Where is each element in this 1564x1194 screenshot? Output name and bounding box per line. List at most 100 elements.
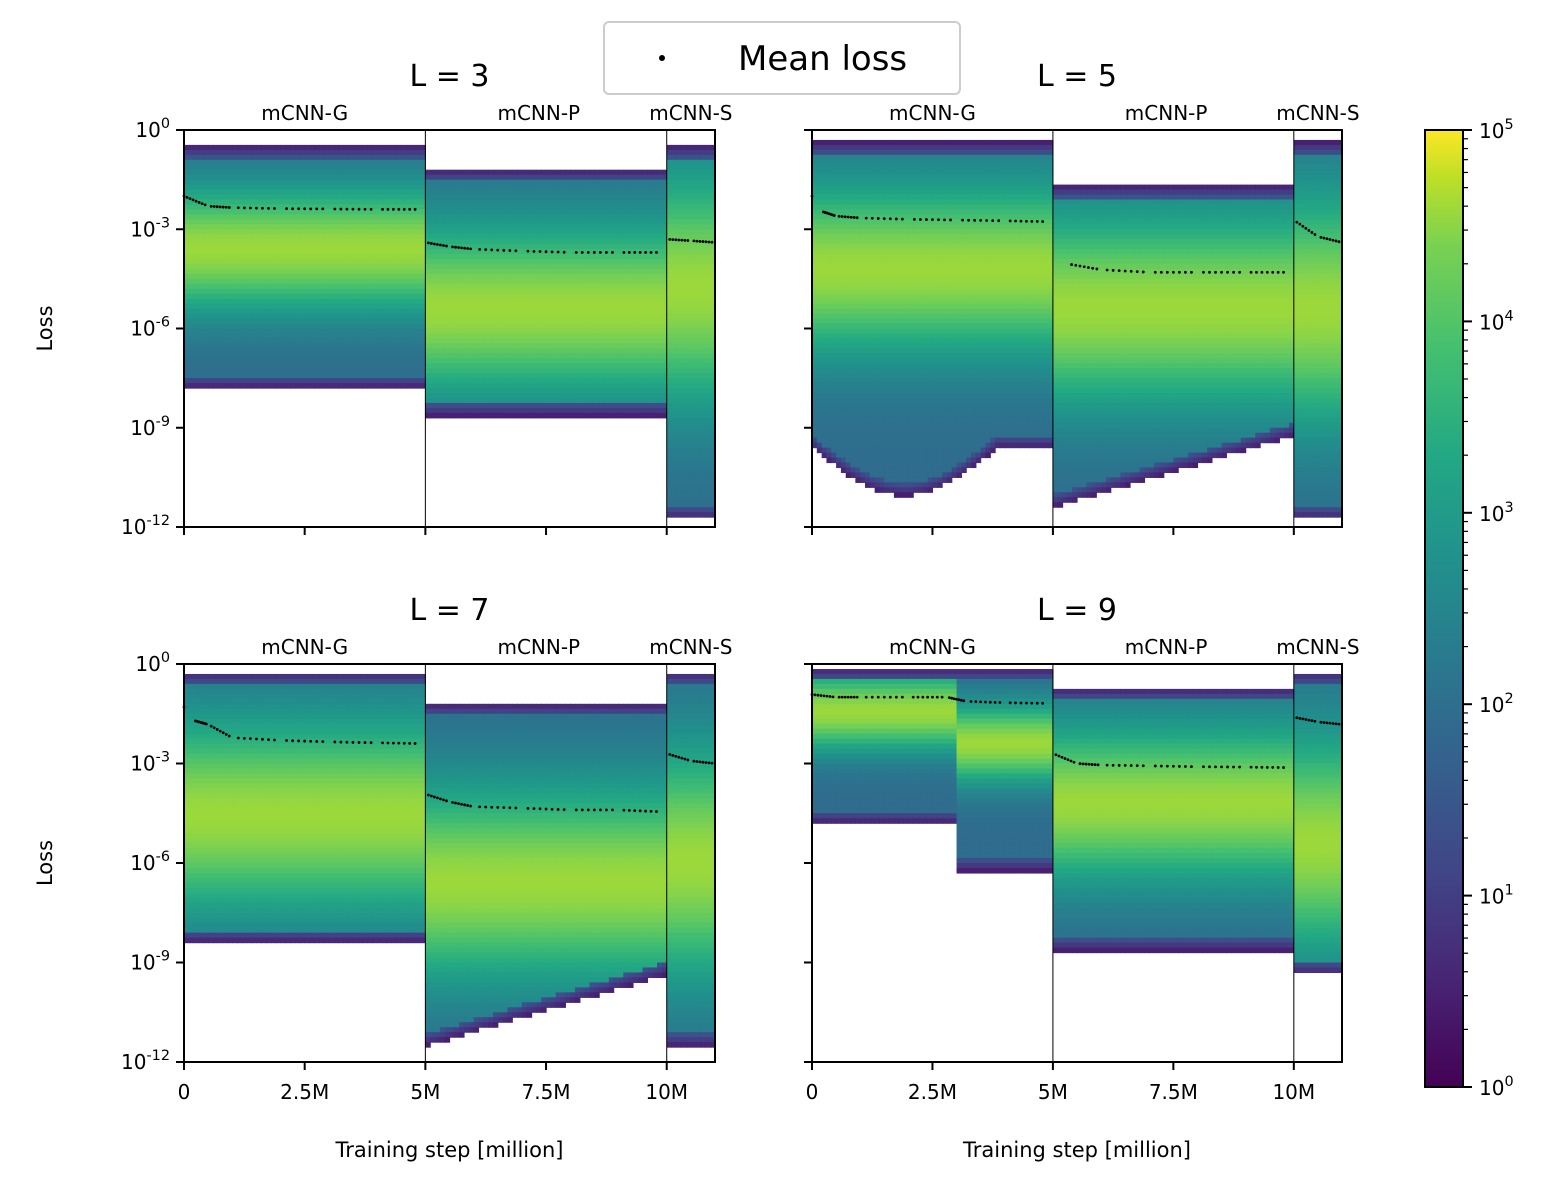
mean-loss-point bbox=[843, 215, 847, 219]
mean-loss-point bbox=[828, 695, 832, 698]
mean-loss-point bbox=[1307, 718, 1311, 722]
mean-loss-point bbox=[526, 806, 530, 810]
mean-loss-point bbox=[1095, 267, 1099, 271]
mean-loss-point bbox=[357, 207, 361, 211]
mean-loss-point bbox=[1096, 763, 1100, 767]
mean-loss-point bbox=[633, 250, 637, 254]
mean-loss-point bbox=[1069, 759, 1073, 763]
mean-loss-point bbox=[707, 240, 711, 244]
mean-loss-point bbox=[707, 761, 711, 765]
mean-loss-point bbox=[1260, 765, 1264, 769]
mean-loss-point bbox=[837, 214, 841, 218]
mean-loss-point bbox=[532, 807, 536, 810]
mean-loss-point bbox=[1226, 270, 1229, 274]
mean-loss-point bbox=[638, 809, 642, 813]
mean-loss-point bbox=[704, 240, 708, 244]
mean-loss-point bbox=[622, 250, 626, 254]
section-label: mCNN-G bbox=[889, 101, 976, 125]
mean-loss-point bbox=[285, 207, 288, 211]
mean-loss-point bbox=[1019, 219, 1023, 223]
mean-loss-point bbox=[701, 240, 705, 243]
mean-loss-point bbox=[273, 207, 276, 210]
mean-loss-point bbox=[649, 250, 653, 254]
mean-loss-point bbox=[993, 700, 997, 704]
mean-loss-point bbox=[816, 693, 820, 697]
mean-loss-point bbox=[1249, 270, 1253, 274]
mean-loss-point bbox=[1082, 265, 1086, 269]
mean-loss-point bbox=[1328, 238, 1332, 241]
mean-loss-point bbox=[454, 245, 457, 249]
mean-loss-point bbox=[496, 806, 500, 809]
mean-loss-point bbox=[1265, 270, 1269, 274]
panel-1: L = 3 mCNN-G mCNN-P mCNN-S 100 10-3 10-6 10-9 10… bbox=[33, 59, 733, 539]
mean-loss-point bbox=[1265, 765, 1269, 769]
mean-loss-point bbox=[698, 239, 702, 243]
mean-loss-point bbox=[855, 695, 859, 699]
mean-loss-point bbox=[1298, 222, 1302, 226]
mean-loss-point bbox=[911, 695, 915, 699]
mean-loss-point bbox=[1030, 701, 1034, 705]
mean-loss-point bbox=[1184, 270, 1187, 274]
mean-loss-point bbox=[1298, 716, 1302, 720]
mean-loss-point bbox=[876, 217, 880, 220]
mean-loss-point bbox=[426, 241, 430, 245]
mean-loss-point bbox=[261, 206, 264, 210]
mean-loss-point bbox=[1238, 765, 1242, 769]
mean-loss-point bbox=[203, 203, 207, 207]
mean-loss-point bbox=[466, 804, 469, 807]
mean-loss-point bbox=[1249, 765, 1253, 769]
mean-loss-point bbox=[1123, 269, 1127, 273]
mean-loss-point bbox=[1232, 270, 1235, 274]
mean-loss-point bbox=[882, 217, 886, 221]
mean-loss-point bbox=[556, 808, 560, 811]
mean-loss-point bbox=[580, 808, 584, 812]
heatmap-cells bbox=[184, 144, 716, 518]
mean-loss-point bbox=[957, 698, 961, 702]
mean-loss-point bbox=[339, 740, 343, 744]
mean-loss-point bbox=[894, 217, 898, 221]
mean-loss-point bbox=[402, 207, 406, 211]
mean-loss-point bbox=[291, 207, 295, 211]
mean-loss-point bbox=[1331, 722, 1335, 725]
mean-loss-point bbox=[1295, 716, 1299, 720]
mean-loss-point bbox=[1066, 758, 1070, 762]
mean-loss-point bbox=[1019, 701, 1023, 705]
mean-loss-point bbox=[1208, 270, 1211, 274]
mean-loss-point bbox=[1087, 762, 1091, 766]
mean-loss-point bbox=[442, 244, 445, 247]
mean-loss-point bbox=[460, 246, 463, 250]
mean-loss-point bbox=[386, 207, 390, 211]
mean-loss-point bbox=[1153, 270, 1157, 274]
mean-loss-point bbox=[514, 249, 518, 253]
y-tick-label: 10-3 bbox=[130, 215, 170, 241]
mean-loss-point bbox=[550, 250, 554, 254]
colorbar-tick-label: 105 bbox=[1479, 117, 1514, 143]
mean-loss-point bbox=[677, 755, 681, 759]
mean-loss-point bbox=[433, 242, 436, 246]
x-axis-label: Training step [million] bbox=[962, 1138, 1191, 1162]
heatmap-cells bbox=[812, 668, 1343, 974]
mean-loss-point bbox=[454, 801, 457, 805]
mean-loss-point bbox=[671, 238, 675, 241]
mean-loss-point bbox=[215, 205, 219, 209]
mean-loss-point bbox=[544, 807, 548, 811]
mean-loss-point bbox=[1310, 231, 1314, 234]
mean-loss-point bbox=[1295, 220, 1299, 224]
mean-loss-point bbox=[1111, 268, 1115, 272]
mean-loss-point bbox=[592, 250, 596, 254]
mean-loss-point bbox=[1214, 270, 1217, 274]
mean-loss-point bbox=[598, 250, 602, 254]
mean-loss-point bbox=[466, 247, 469, 250]
mean-loss-point bbox=[931, 218, 934, 222]
mean-loss-point bbox=[846, 215, 850, 219]
mean-loss-point bbox=[832, 214, 836, 217]
mean-loss-point bbox=[1328, 721, 1332, 725]
mean-loss-point bbox=[204, 722, 208, 726]
y-tick-label: 10-9 bbox=[130, 949, 170, 975]
mean-loss-point bbox=[1153, 764, 1157, 768]
mean-loss-point bbox=[369, 741, 373, 745]
y-tick-label: 100 bbox=[135, 650, 170, 676]
mean-loss-point bbox=[297, 207, 301, 211]
mean-loss-point bbox=[273, 738, 276, 742]
mean-loss-point bbox=[604, 250, 608, 254]
